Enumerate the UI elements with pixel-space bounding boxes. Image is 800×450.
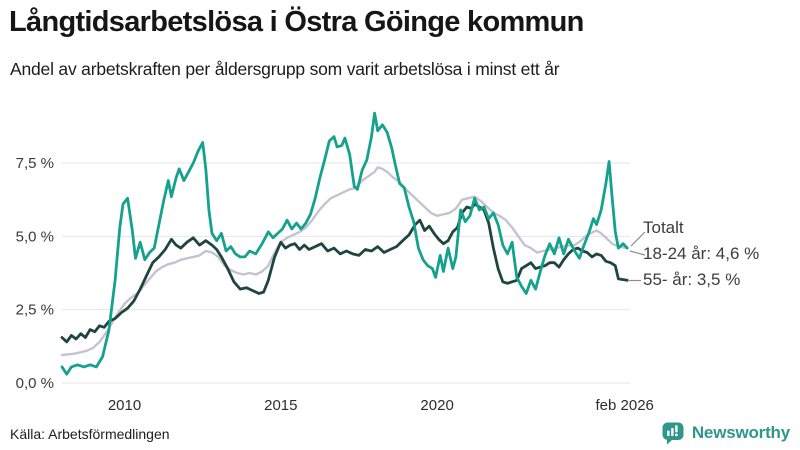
x-tick-label: 2015 [264,397,297,414]
newsworthy-brand: Newsworthy [661,421,790,445]
series-line-18-24-r [60,111,629,376]
brand-wordmark: Newsworthy [691,423,790,442]
exclamation-dot [674,433,678,437]
y-tick-label: 5,0 % [16,228,54,245]
x-tick-label: 2020 [420,397,453,414]
chart-subtitle: Andel av arbetskraften per åldersgrupp s… [10,59,560,79]
source-note: Källa: Arbetsförmedlingen [10,426,170,442]
chart-title: Långtidsarbetslösa i Östra Göinge kommun [9,6,584,38]
newsworthy-logo-icon [662,422,684,445]
x-tick-label: feb 2026 [595,397,653,414]
y-tick-label: 7,5 % [16,155,54,172]
series-label-totalt: Totalt [643,218,684,237]
y-tick-label: 0,0 % [16,375,54,392]
y-tick-label: 2,5 % [16,302,54,319]
series-line-totalt [60,166,629,357]
series-label-18-24: 18-24 år: 4,6 % [643,244,760,263]
x-tick-label: 2010 [108,397,141,414]
series-line-55-r [60,202,629,344]
bar-short [667,430,670,436]
series-label-55plus: 55- år: 3,5 % [643,270,741,289]
exclamation-bar [675,425,678,433]
bar-medium [671,428,674,436]
